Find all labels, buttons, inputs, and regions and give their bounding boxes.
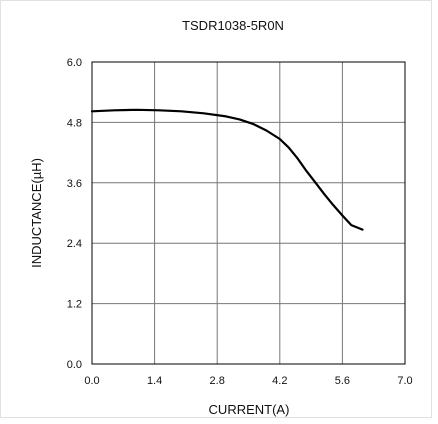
y-axis-ticks: 0.0 1.2 2.4 3.6 4.8 6.0 [67,57,82,371]
inductance-chart: TSDR1038-5R0N 0.0 1.4 2.8 4.2 5.6 7.0 0.0 1.2 2… [29,18,413,417]
series-layer [90,108,364,231]
y-tick-label: 6.0 [67,57,82,69]
x-tick-label: 4.2 [272,375,287,387]
y-tick-label: 2.4 [67,238,82,250]
x-tick-label: 5.6 [335,375,350,387]
x-axis-ticks: 0.0 1.4 2.8 4.2 5.6 7.0 [84,375,412,387]
x-tick-label: 7.0 [397,375,412,387]
grid-lines [92,62,405,364]
x-tick-label: 1.4 [147,375,162,387]
y-axis-label: INDUCTANCE(µH) [29,158,44,268]
plot-area-border [91,61,406,365]
inductance-curve [90,108,364,231]
chart-title: TSDR1038-5R0N [182,18,284,33]
x-axis-label: CURRENT(A) [209,402,290,417]
y-tick-label: 4.8 [67,117,82,129]
y-tick-label: 1.2 [67,299,82,311]
x-tick-label: 0.0 [84,375,99,387]
x-tick-label: 2.8 [210,375,225,387]
y-tick-label: 0.0 [67,359,82,371]
y-tick-label: 3.6 [67,178,82,190]
chart-frame: TSDR1038-5R0N 0.0 1.4 2.8 4.2 5.6 7.0 0.0 1.2 2… [0,0,432,418]
